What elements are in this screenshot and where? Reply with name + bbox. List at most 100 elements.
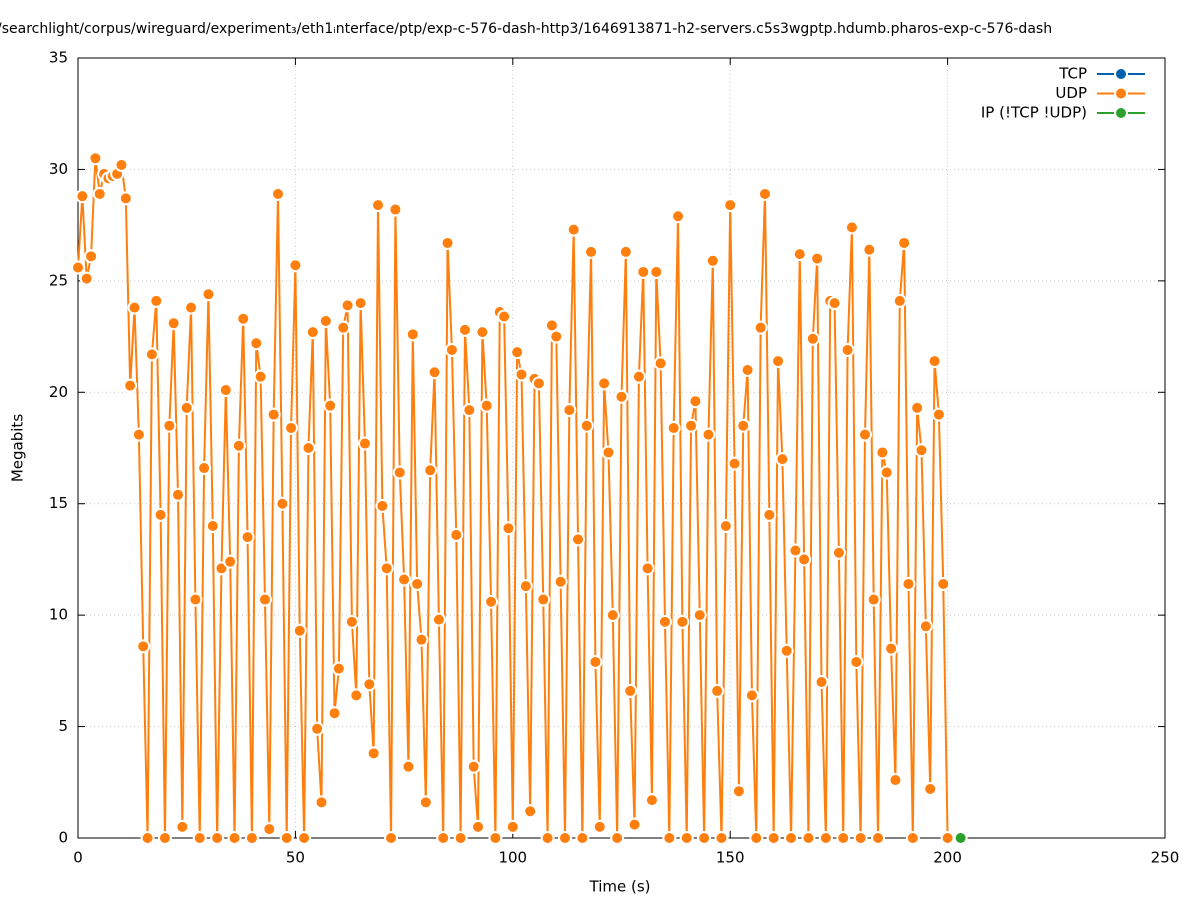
data-point — [266, 407, 281, 422]
data-point — [271, 186, 286, 201]
data-point — [262, 822, 277, 837]
data-point — [644, 793, 659, 808]
data-point — [157, 831, 172, 845]
y-tick-label: 15 — [49, 494, 68, 512]
data-point — [88, 151, 103, 166]
data-point — [788, 543, 803, 558]
data-point — [318, 313, 333, 328]
data-point — [579, 418, 594, 433]
data-point — [418, 795, 433, 810]
data-point — [397, 572, 412, 587]
data-point — [605, 608, 620, 623]
data-point — [453, 831, 468, 845]
data-point — [679, 831, 694, 845]
plot-area — [72, 151, 968, 845]
data-point — [784, 831, 799, 845]
data-point — [705, 253, 720, 268]
y-axis-label: Megabits — [9, 414, 27, 482]
data-point — [536, 592, 551, 607]
data-point — [688, 394, 703, 409]
data-point — [275, 496, 290, 511]
data-point — [923, 781, 938, 796]
data-point — [353, 296, 368, 311]
data-point — [710, 683, 725, 698]
data-point — [766, 831, 781, 845]
data-point — [123, 378, 138, 393]
data-point — [897, 235, 912, 250]
data-point — [205, 519, 220, 533]
data-point — [518, 579, 533, 594]
data-point — [240, 530, 255, 545]
legend-label: TCP — [1058, 65, 1087, 83]
data-point — [449, 527, 464, 542]
data-point — [888, 773, 903, 788]
chart-title: /searchlight/corpus/wireguard/experiment… — [0, 21, 1052, 37]
data-point — [757, 186, 772, 201]
data-point — [844, 220, 859, 235]
data-point — [184, 300, 199, 315]
data-point — [871, 831, 886, 845]
data-point — [471, 819, 486, 834]
y-tick-label: 35 — [49, 49, 68, 67]
x-tick-label: 250 — [1151, 849, 1180, 867]
data-point — [140, 831, 155, 845]
x-tick-label: 150 — [716, 849, 745, 867]
data-point — [840, 342, 855, 357]
data-point — [331, 661, 346, 676]
data-point — [627, 817, 642, 832]
data-point — [414, 632, 429, 647]
data-point — [936, 576, 951, 591]
data-point — [488, 831, 503, 845]
y-tick-label: 0 — [58, 829, 68, 847]
data-point — [297, 831, 312, 845]
data-point — [253, 369, 268, 384]
data-point — [327, 706, 342, 721]
data-point — [684, 418, 699, 433]
data-point — [375, 498, 390, 513]
data-point — [692, 608, 707, 623]
data-point — [801, 831, 816, 845]
data-point — [384, 831, 399, 845]
data-point — [149, 293, 164, 308]
data-point — [531, 376, 546, 391]
data-point — [72, 260, 85, 275]
data-point — [227, 831, 242, 845]
legend-label: IP (!TCP !UDP) — [981, 104, 1087, 122]
data-point — [153, 507, 168, 522]
data-point — [553, 574, 568, 589]
data-point — [614, 389, 629, 404]
data-point — [849, 654, 864, 669]
data-point — [118, 191, 133, 206]
data-point — [575, 831, 590, 845]
data-point — [371, 198, 386, 213]
data-point — [423, 463, 438, 478]
data-point — [940, 831, 955, 845]
data-point — [344, 614, 359, 629]
data-point — [931, 407, 946, 422]
data-point — [310, 721, 325, 736]
data-point — [736, 418, 751, 433]
data-point — [588, 654, 603, 669]
legend-label: UDP — [1055, 84, 1087, 102]
y-tick-label: 10 — [49, 606, 68, 624]
data-point — [362, 677, 377, 692]
data-point — [431, 612, 446, 627]
data-point — [662, 831, 677, 845]
data-point — [166, 316, 181, 331]
data-point — [653, 356, 668, 371]
data-point — [505, 819, 520, 834]
legend-marker — [1114, 67, 1128, 81]
data-point — [805, 331, 820, 346]
data-point — [379, 561, 394, 576]
data-point — [701, 427, 716, 442]
data-point — [879, 465, 894, 480]
y-tick-label: 20 — [49, 383, 68, 401]
data-point — [549, 329, 564, 344]
data-point — [779, 643, 794, 658]
data-point — [462, 403, 477, 418]
data-point — [236, 311, 251, 326]
data-point — [857, 427, 872, 442]
data-point — [388, 202, 403, 217]
